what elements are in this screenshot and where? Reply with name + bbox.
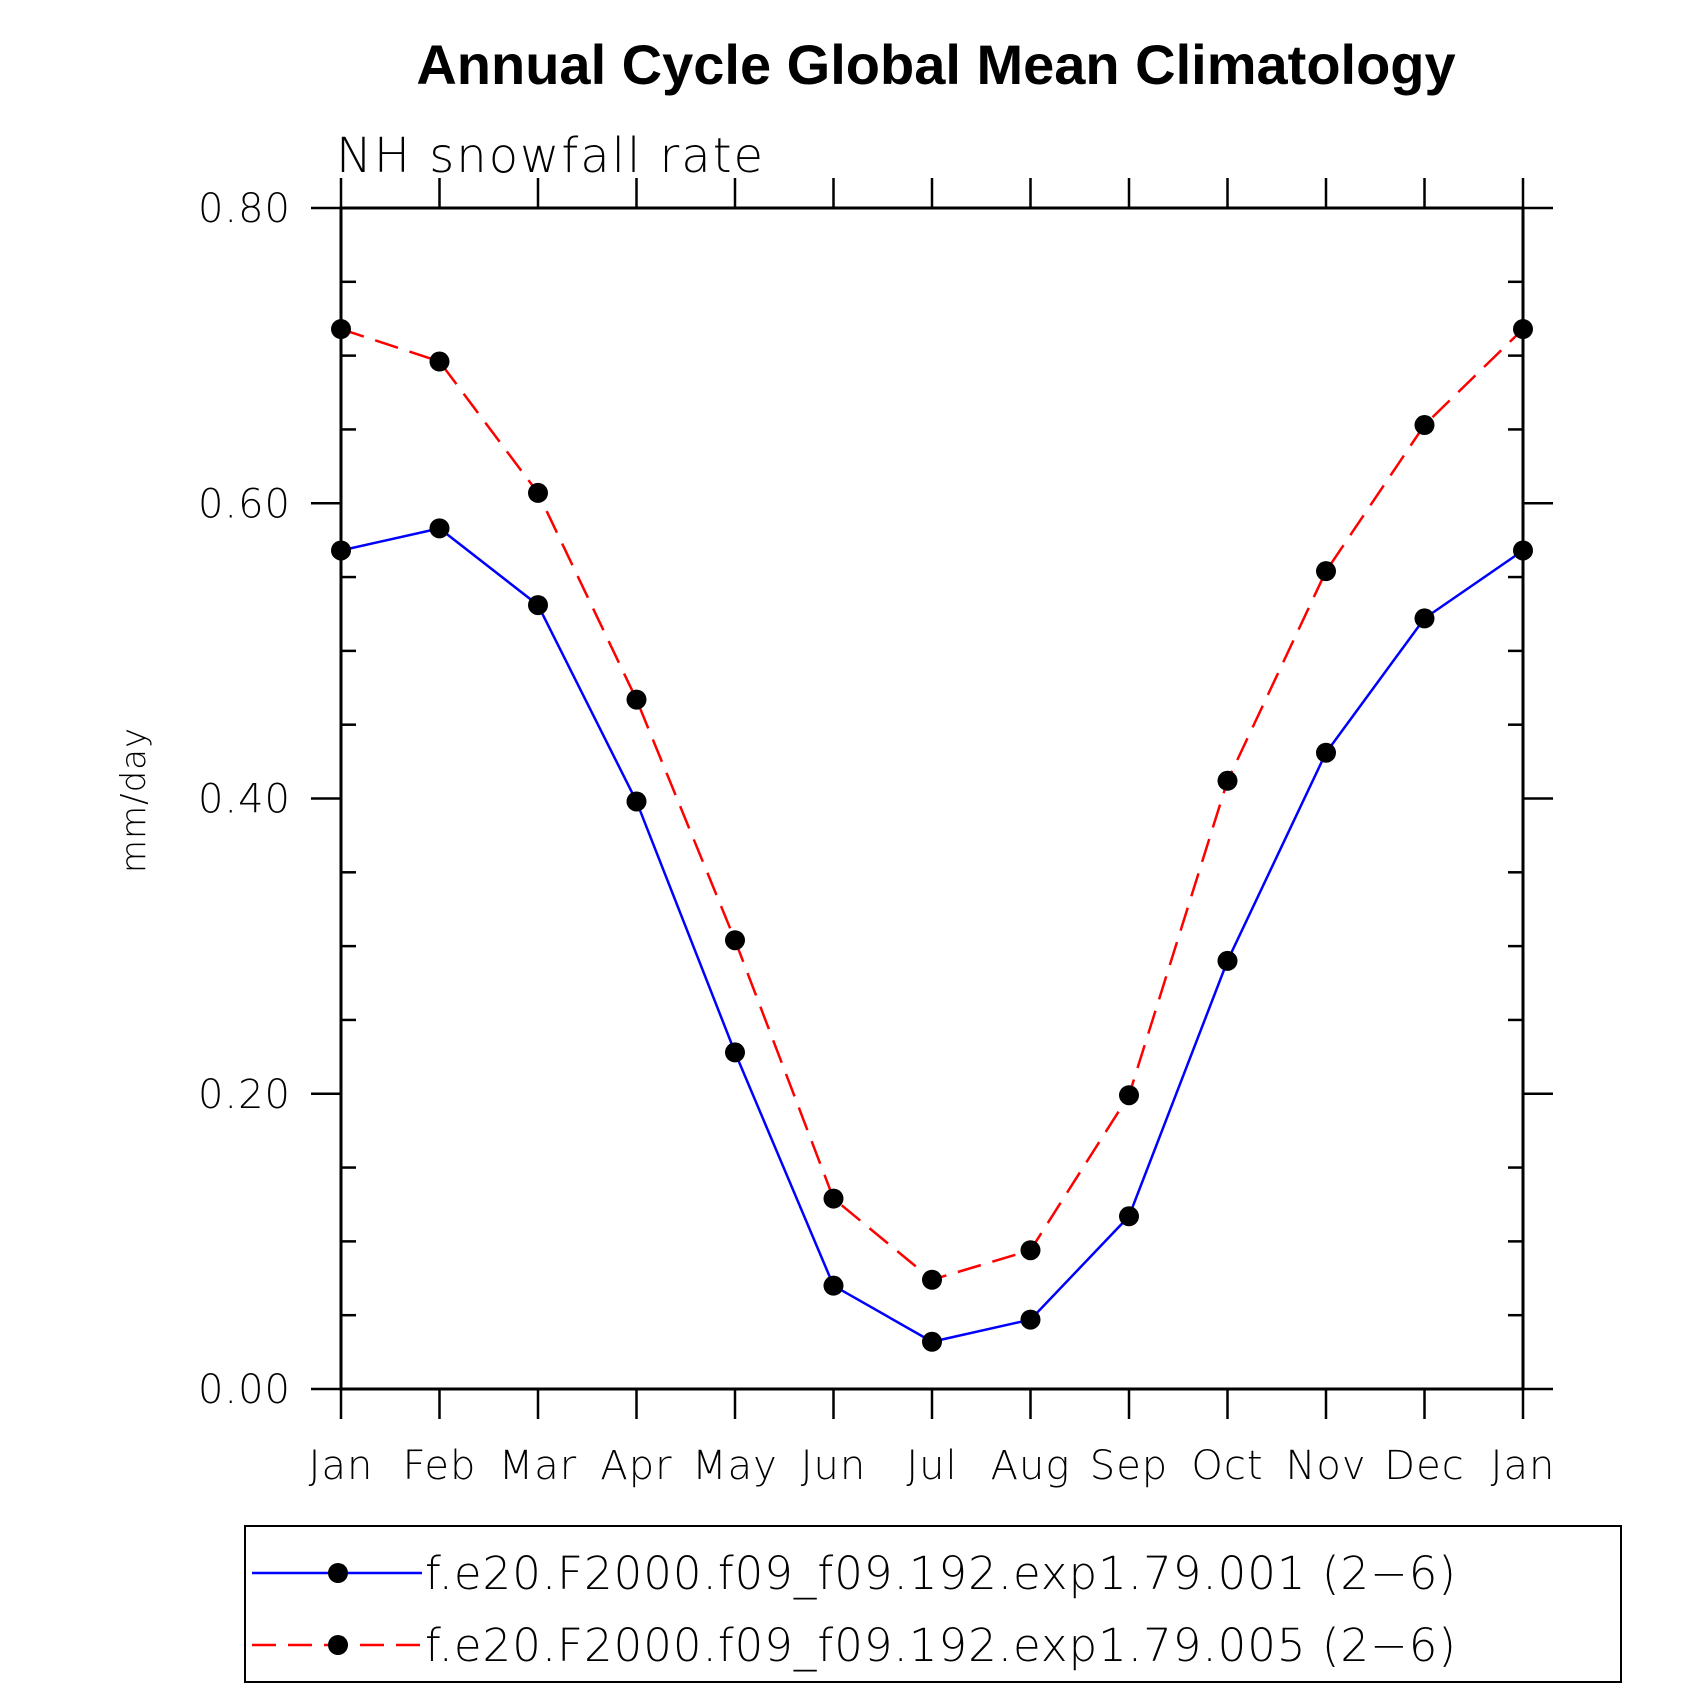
data-point <box>429 518 450 539</box>
data-series <box>331 319 1533 1352</box>
data-point <box>725 1042 745 1063</box>
x-tick-label: May <box>692 1443 778 1489</box>
data-point <box>1217 770 1238 791</box>
legend-label: f.e20.F2000.f09_f09.192.exp1.79.005 (2−6… <box>425 1619 1457 1672</box>
legend-entries: f.e20.F2000.f09_f09.192.exp1.79.001 (2−6… <box>252 1547 1457 1672</box>
x-tick-label: Jul <box>906 1443 957 1489</box>
axis-ticks <box>311 178 1553 1419</box>
plot-frame <box>339 206 1525 1391</box>
data-point <box>823 1188 844 1209</box>
legend-marker <box>328 1563 348 1583</box>
y-tick-label: 0.60 <box>198 481 291 527</box>
data-point <box>1414 608 1435 629</box>
x-axis-tick-labels: Jan Feb Mar Apr May Jun Jul Aug Sep Oct Nov Dec Jan <box>309 1443 1556 1489</box>
x-tick-label: Nov <box>1285 1443 1366 1489</box>
y-tick-label: 0.00 <box>198 1367 291 1413</box>
data-point <box>1020 1309 1041 1330</box>
x-tick-label: Jun <box>801 1443 867 1489</box>
data-point <box>922 1269 942 1290</box>
y-axis-label: mm/day <box>114 727 154 873</box>
data-point <box>528 482 548 503</box>
data-point <box>1316 742 1336 763</box>
data-point <box>922 1331 942 1352</box>
data-point <box>626 791 647 812</box>
data-point <box>1217 950 1238 971</box>
x-tick-label: Sep <box>1090 1443 1168 1489</box>
data-point <box>725 930 745 951</box>
x-tick-label: Dec <box>1384 1443 1464 1489</box>
series-line-2 <box>340 327 1524 1282</box>
data-point <box>1020 1240 1041 1261</box>
x-tick-label: Apr <box>600 1443 672 1489</box>
legend-marker <box>328 1635 348 1655</box>
x-tick-label: Jan <box>1491 1443 1556 1489</box>
y-tick-label: 0.40 <box>198 777 291 823</box>
legend-label: f.e20.F2000.f09_f09.192.exp1.79.001 (2−6… <box>425 1547 1457 1600</box>
data-point <box>1316 561 1336 582</box>
x-tick-label: Oct <box>1191 1443 1263 1489</box>
y-tick-label: 0.80 <box>198 186 291 232</box>
legend-box <box>244 1525 1622 1683</box>
x-tick-label: Jan <box>309 1443 374 1489</box>
series-line-1 <box>340 526 1524 1344</box>
chart-title: Annual Cycle Global Mean Climatology <box>416 33 1455 96</box>
x-tick-label: Aug <box>991 1443 1071 1489</box>
data-point <box>1119 1206 1139 1227</box>
chart-subtitle: NH snowfall rate <box>336 128 765 184</box>
data-point <box>1119 1085 1139 1106</box>
data-point <box>1414 415 1435 436</box>
data-point <box>429 351 450 372</box>
data-point <box>626 689 647 710</box>
y-tick-label: 0.20 <box>198 1072 291 1118</box>
x-tick-label: Feb <box>403 1443 477 1489</box>
data-point <box>823 1275 844 1296</box>
legend: f.e20.F2000.f09_f09.192.exp1.79.001 (2−6… <box>244 1525 1622 1683</box>
data-point <box>528 595 548 616</box>
y-axis-tick-labels: 0.00 0.20 0.40 0.60 0.80 <box>198 186 291 1413</box>
x-tick-label: Mar <box>499 1443 577 1489</box>
